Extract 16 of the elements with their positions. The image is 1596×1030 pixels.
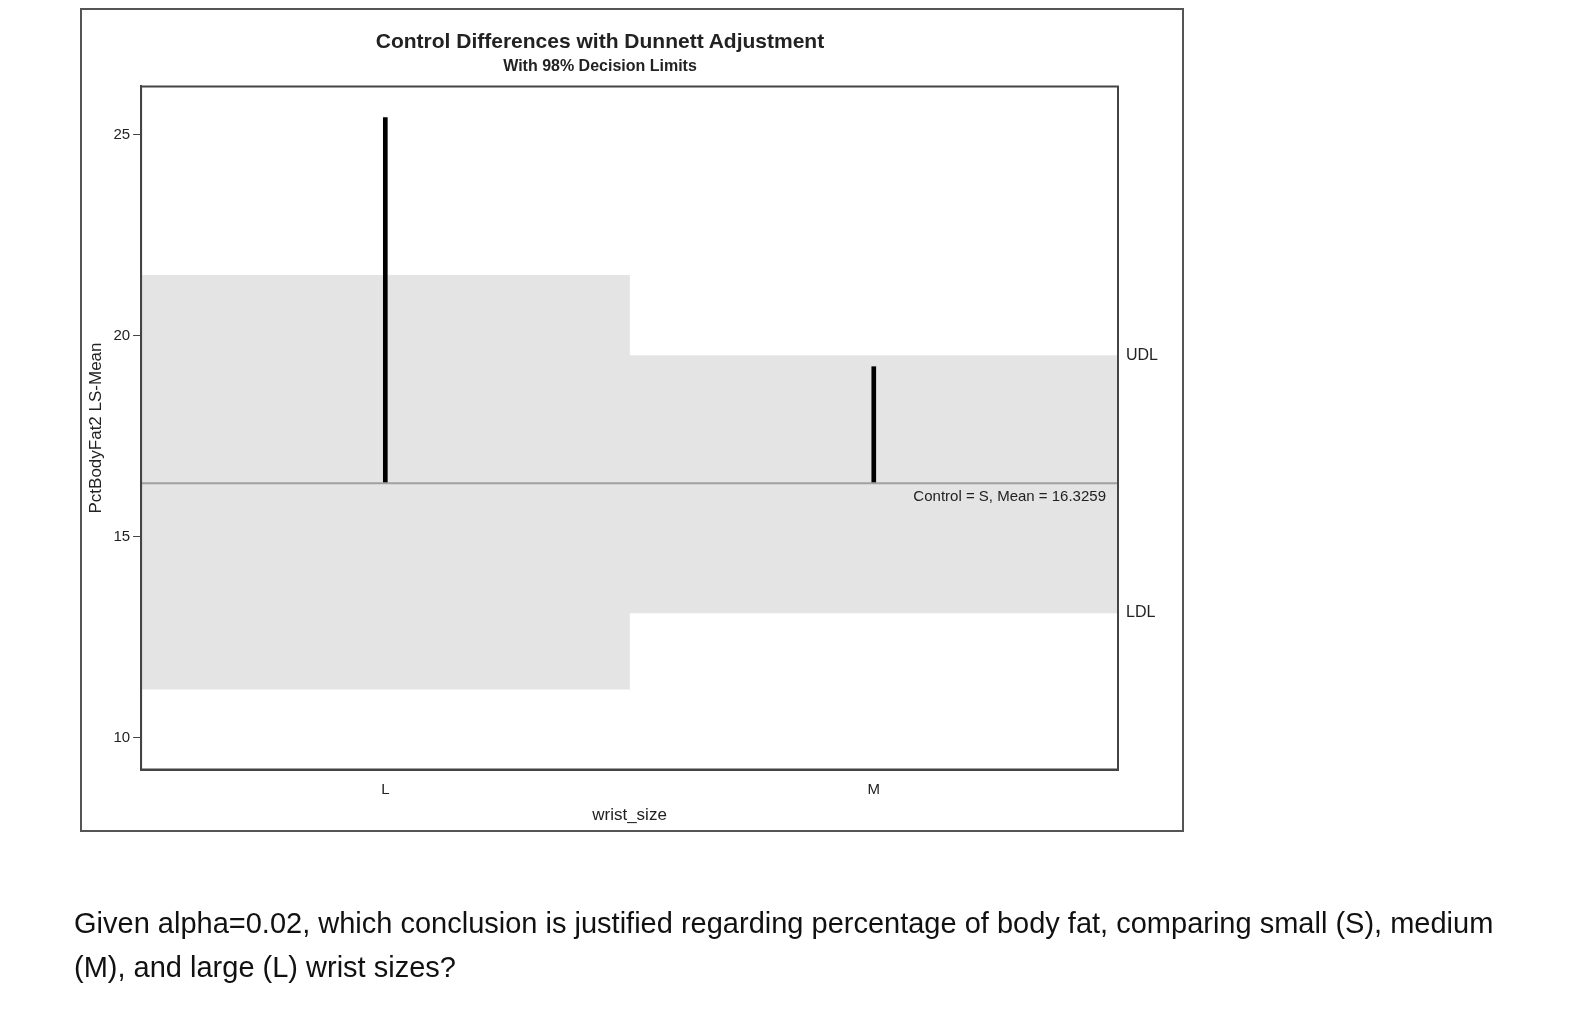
text: Given alpha=0.02, which conclusion is justified regarding percentage of body fat, comparing small (S), medium (M), and large (L) wrist sizes? [74, 906, 1495, 985]
x-axis-title: wrist_size [591, 805, 667, 825]
x-tick-label: M [867, 779, 881, 797]
text: LDL [1126, 603, 1156, 621]
text: UDL [1126, 346, 1159, 364]
x-tick-label: L [381, 779, 390, 797]
y-axis-title: PctBodyFat2 LS-Mean [85, 342, 105, 514]
y-tick-label: 10 [113, 727, 131, 745]
bar [871, 366, 877, 484]
chart-title: Control Differences with Dunnett Adjustment [375, 29, 825, 53]
bar [382, 117, 388, 484]
y-tick-label: 20 [113, 325, 131, 343]
ref-line-label: Control = S, Mean = 16.3259 [913, 486, 1106, 504]
y-tick-label: 15 [113, 526, 131, 544]
chart-subtitle: With 98% Decision Limits [503, 57, 697, 75]
y-tick-label: 25 [113, 124, 131, 142]
